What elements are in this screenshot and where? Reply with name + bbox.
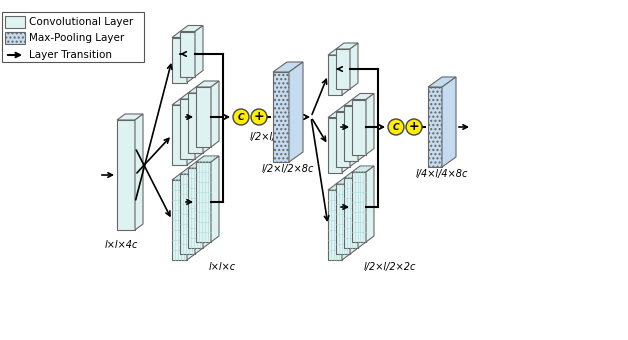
Polygon shape (352, 166, 374, 172)
Polygon shape (336, 112, 350, 167)
Polygon shape (180, 32, 195, 76)
Polygon shape (352, 172, 366, 242)
Polygon shape (172, 180, 187, 260)
Polygon shape (328, 190, 342, 260)
FancyBboxPatch shape (5, 16, 25, 28)
Polygon shape (342, 112, 350, 172)
Text: C: C (392, 122, 399, 132)
Polygon shape (211, 156, 219, 242)
Polygon shape (336, 43, 358, 49)
Polygon shape (180, 174, 195, 254)
Text: Layer Transition: Layer Transition (29, 50, 112, 60)
Polygon shape (352, 100, 366, 154)
Polygon shape (273, 62, 303, 72)
Polygon shape (195, 93, 203, 159)
Polygon shape (195, 26, 203, 76)
Text: Convolutional Layer: Convolutional Layer (29, 17, 133, 27)
Polygon shape (352, 94, 374, 100)
Text: l/2×l/2×4c: l/2×l/2×4c (250, 132, 302, 142)
Text: l/2×l/2×2c: l/2×l/2×2c (364, 262, 416, 272)
Text: l×l×4c: l×l×4c (104, 240, 138, 250)
Text: Max-Pooling Layer: Max-Pooling Layer (29, 33, 124, 43)
Polygon shape (187, 32, 195, 83)
Polygon shape (344, 178, 358, 248)
Polygon shape (188, 162, 211, 168)
Circle shape (233, 109, 249, 125)
Polygon shape (203, 162, 211, 248)
Polygon shape (172, 99, 195, 105)
Polygon shape (135, 114, 143, 230)
Polygon shape (172, 105, 187, 165)
Polygon shape (188, 168, 203, 248)
Polygon shape (336, 49, 350, 89)
Polygon shape (117, 114, 143, 120)
Polygon shape (350, 105, 358, 167)
Polygon shape (344, 105, 358, 160)
Circle shape (406, 119, 422, 135)
Polygon shape (328, 184, 350, 190)
Polygon shape (344, 172, 366, 178)
Polygon shape (336, 184, 350, 254)
Polygon shape (195, 168, 203, 254)
Polygon shape (273, 72, 289, 162)
Text: C: C (237, 113, 244, 121)
Polygon shape (366, 166, 374, 242)
Polygon shape (328, 112, 350, 118)
Polygon shape (344, 100, 366, 105)
Polygon shape (180, 168, 203, 174)
Polygon shape (211, 81, 219, 147)
Polygon shape (358, 100, 366, 160)
Polygon shape (196, 162, 211, 242)
Polygon shape (328, 49, 350, 55)
Text: l/2×l/2×8c: l/2×l/2×8c (262, 164, 314, 174)
Polygon shape (203, 87, 211, 153)
Polygon shape (342, 184, 350, 260)
FancyBboxPatch shape (5, 32, 25, 44)
Polygon shape (180, 93, 203, 99)
Text: +: + (409, 120, 420, 134)
Polygon shape (350, 43, 358, 89)
Polygon shape (196, 81, 219, 87)
Polygon shape (428, 87, 442, 167)
Polygon shape (328, 55, 342, 95)
Polygon shape (172, 37, 187, 83)
Polygon shape (442, 77, 456, 167)
Polygon shape (342, 49, 350, 95)
Polygon shape (289, 62, 303, 162)
Polygon shape (172, 174, 195, 180)
Polygon shape (336, 105, 358, 112)
Polygon shape (187, 174, 195, 260)
Circle shape (251, 109, 267, 125)
Text: l/4×l/4×8c: l/4×l/4×8c (416, 169, 468, 179)
Polygon shape (196, 87, 211, 147)
Circle shape (388, 119, 404, 135)
Polygon shape (117, 120, 135, 230)
Polygon shape (172, 32, 195, 37)
Polygon shape (188, 87, 211, 93)
Text: l×l×c: l×l×c (208, 262, 236, 272)
Polygon shape (180, 26, 203, 32)
Polygon shape (336, 178, 358, 184)
Polygon shape (366, 94, 374, 154)
Polygon shape (188, 93, 203, 153)
Polygon shape (187, 99, 195, 165)
Polygon shape (180, 99, 195, 159)
Polygon shape (358, 172, 366, 248)
Polygon shape (196, 156, 219, 162)
Text: +: + (254, 110, 264, 123)
Polygon shape (428, 77, 456, 87)
Polygon shape (350, 178, 358, 254)
Polygon shape (328, 118, 342, 172)
